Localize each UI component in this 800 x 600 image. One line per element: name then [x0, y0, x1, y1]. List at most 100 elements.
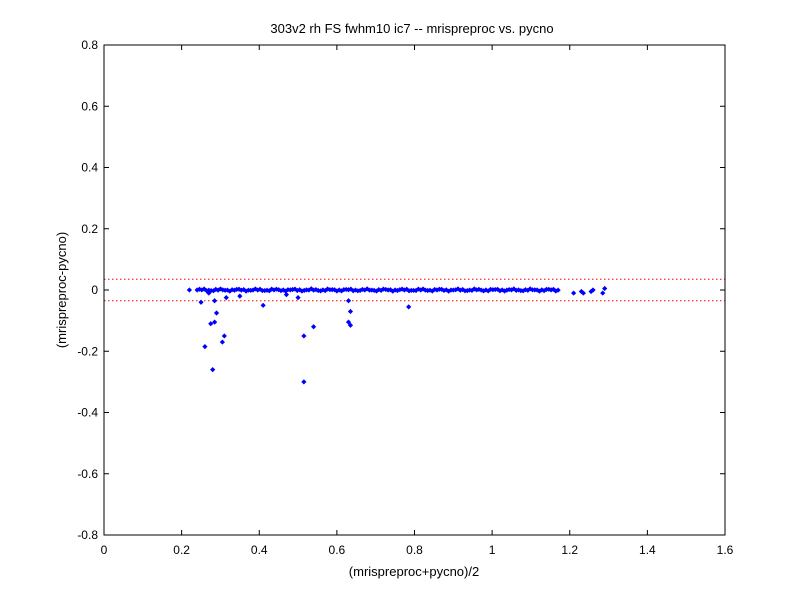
band-point — [236, 286, 242, 292]
band-point — [269, 286, 275, 292]
data-point — [283, 291, 290, 298]
band-point — [457, 287, 463, 293]
y-tick-label: 0.4 — [81, 161, 98, 175]
band-point — [550, 286, 557, 292]
data-point — [206, 290, 212, 296]
band-point — [217, 286, 224, 292]
y-tick-label: -0.2 — [77, 344, 98, 358]
band-point — [413, 287, 419, 294]
band-point — [504, 287, 510, 293]
band-point — [399, 286, 405, 292]
x-tick-label: 1.4 — [639, 543, 656, 557]
y-tick-label: 0.8 — [81, 38, 98, 52]
band-point — [536, 288, 543, 294]
band-point — [446, 288, 452, 294]
y-axis-label: (mrispreproc-pycno) — [54, 232, 69, 348]
y-tick-label: -0.8 — [77, 528, 98, 542]
data-point — [210, 367, 216, 373]
band-point — [308, 286, 314, 292]
band-point — [548, 287, 554, 293]
band-point — [525, 287, 531, 293]
band-point — [511, 286, 517, 292]
data-point — [202, 344, 208, 350]
data-point — [406, 304, 412, 310]
band-point — [206, 287, 212, 293]
data-point — [301, 333, 307, 339]
band-point — [378, 287, 384, 293]
band-point — [297, 287, 303, 293]
x-tick-label: 0.6 — [329, 543, 346, 557]
band-point — [506, 286, 512, 293]
plot-area — [104, 278, 725, 385]
data-point — [600, 290, 606, 296]
data-point — [212, 319, 218, 325]
x-tick-label: 1.6 — [717, 543, 734, 557]
band-point — [215, 287, 221, 293]
data-point — [186, 287, 192, 293]
band-point — [338, 288, 345, 294]
band-point — [455, 286, 461, 292]
band-point — [317, 288, 324, 294]
y-tick-label: 0.2 — [81, 222, 98, 236]
band-point — [227, 288, 233, 294]
band-point — [385, 287, 391, 293]
data-point — [590, 287, 596, 293]
data-point — [588, 288, 594, 295]
axis-ticks: 0 0.2 0.4 0.6 0.8 1 1.2 1.4 1.6 0.8 0.6 0.4 0.2 0 -0.2… — [77, 38, 733, 557]
band-point — [555, 287, 561, 293]
band-point — [520, 288, 526, 294]
y-tick-label: 0.6 — [81, 99, 98, 113]
data-point — [571, 290, 577, 296]
data-point — [237, 293, 243, 299]
band-point — [387, 287, 394, 293]
x-tick-label: 0.4 — [251, 543, 268, 557]
band-point — [415, 286, 421, 292]
x-tick-label: 0.2 — [173, 543, 190, 557]
data-point — [260, 302, 266, 308]
x-tick-label: 1 — [489, 543, 496, 557]
band-point — [404, 286, 410, 292]
data-point — [578, 288, 584, 295]
y-tick-label: -0.6 — [77, 467, 98, 481]
band-point — [336, 287, 342, 293]
x-axis-label: (mrispreproc+pycno)/2 — [349, 564, 479, 579]
data-point — [213, 310, 220, 316]
band-point — [262, 287, 268, 294]
data-point — [580, 290, 586, 296]
chart-title: 303v2 rh FS fwhm10 ic7 -- mrispreproc vs… — [270, 21, 553, 36]
band-point — [539, 287, 545, 293]
x-tick-label: 1.2 — [561, 543, 578, 557]
data-point — [347, 322, 354, 328]
data-point — [347, 308, 354, 315]
data-point — [198, 299, 204, 305]
band-point — [350, 288, 356, 294]
band-point — [371, 287, 377, 293]
x-tick-label: 0.8 — [406, 543, 423, 557]
band-point — [427, 287, 433, 293]
band-point — [238, 287, 244, 293]
band-point — [418, 287, 424, 293]
y-tick-label: 0 — [91, 283, 98, 297]
band-point — [485, 288, 491, 294]
data-point — [602, 285, 608, 292]
band-point — [513, 287, 519, 293]
data-point — [295, 295, 301, 301]
data-point — [212, 298, 218, 304]
band-point — [310, 287, 317, 293]
band-point — [474, 287, 480, 293]
band-point — [273, 286, 279, 292]
data-point — [223, 295, 229, 301]
band-point — [359, 286, 366, 293]
band-point — [522, 287, 529, 293]
band-point — [553, 288, 559, 294]
data-point — [301, 379, 307, 385]
band-point — [380, 286, 387, 292]
band-point — [369, 287, 375, 293]
band-point — [467, 287, 473, 293]
band-point — [241, 286, 247, 293]
band-point — [283, 288, 289, 294]
band-point — [320, 287, 326, 293]
band-point — [280, 287, 286, 293]
data-point — [208, 321, 214, 327]
